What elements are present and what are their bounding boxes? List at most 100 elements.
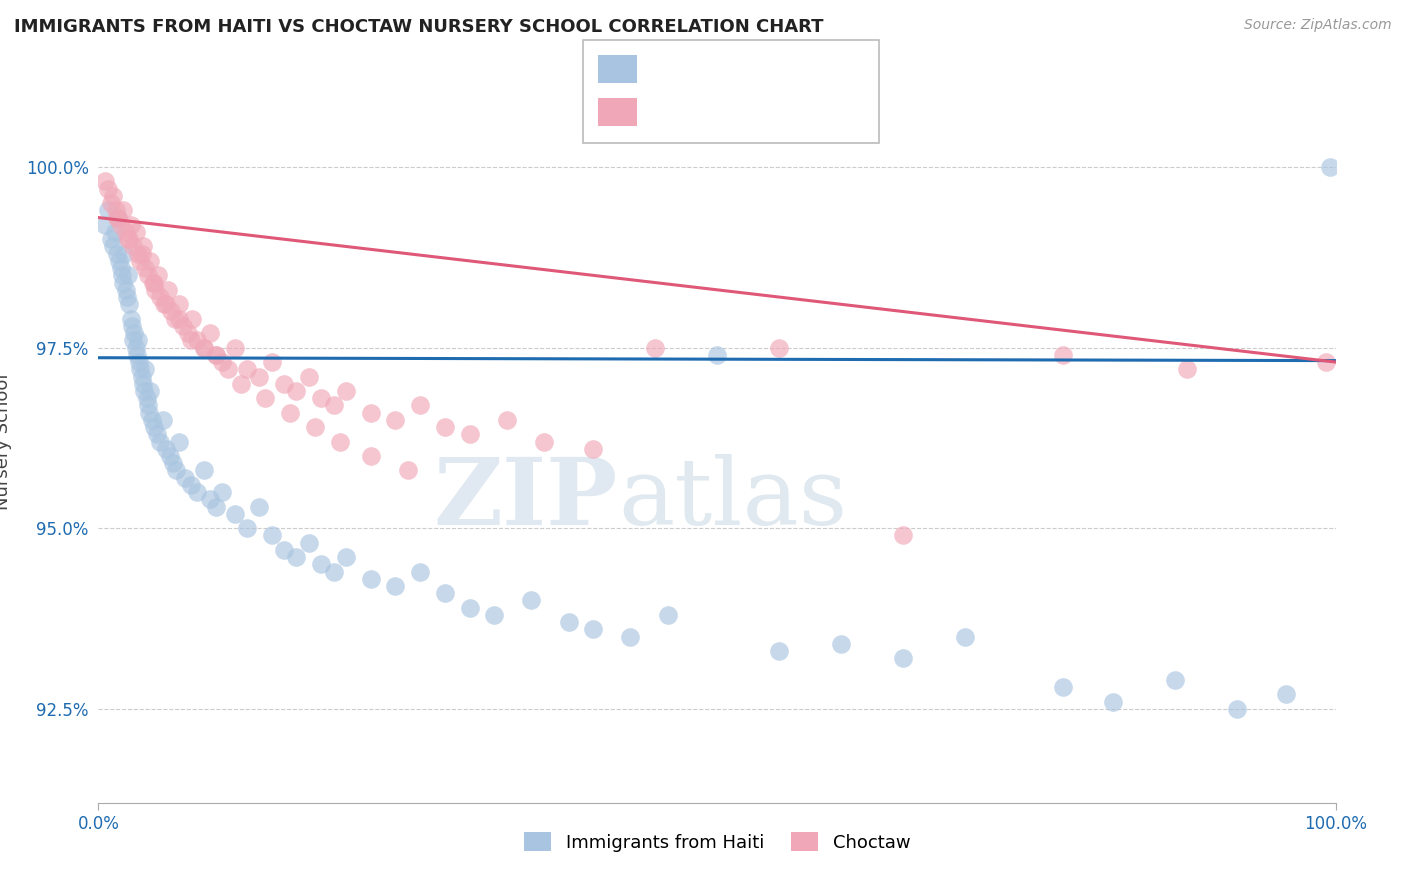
Point <box>384 413 406 427</box>
Point <box>329 434 352 449</box>
Bar <box>599 54 637 83</box>
Point <box>112 276 135 290</box>
Point <box>132 376 155 391</box>
Point <box>153 297 176 311</box>
Point <box>143 283 166 297</box>
Point <box>134 384 156 398</box>
Point <box>181 311 204 326</box>
Point <box>1052 348 1074 362</box>
Point <box>285 550 308 565</box>
Point <box>891 528 914 542</box>
Point <box>128 355 150 369</box>
Point <box>110 218 132 232</box>
Point <box>322 399 344 413</box>
Point <box>107 211 129 225</box>
Point <box>304 420 326 434</box>
Point <box>159 449 181 463</box>
Point <box>108 254 131 268</box>
Point <box>1226 702 1249 716</box>
Point <box>121 318 143 333</box>
Point <box>174 471 197 485</box>
Point <box>211 355 233 369</box>
Point <box>322 565 344 579</box>
Y-axis label: Nursery School: Nursery School <box>0 373 11 510</box>
Point <box>409 399 432 413</box>
Point <box>93 174 115 188</box>
Point <box>298 535 321 549</box>
Point <box>533 434 555 449</box>
Point <box>93 218 115 232</box>
Point <box>103 189 125 203</box>
Point <box>706 348 728 362</box>
Point <box>768 341 790 355</box>
Point <box>309 391 332 405</box>
Point <box>156 283 179 297</box>
Point <box>155 442 177 456</box>
Point <box>97 182 120 196</box>
Point <box>124 341 146 355</box>
Text: ZIP: ZIP <box>434 454 619 544</box>
Point <box>1319 160 1341 174</box>
Text: Source: ZipAtlas.com: Source: ZipAtlas.com <box>1244 18 1392 32</box>
Point <box>278 406 301 420</box>
Point <box>273 543 295 558</box>
Point <box>103 225 125 239</box>
Point <box>644 341 666 355</box>
Point <box>139 384 162 398</box>
Point <box>120 311 142 326</box>
Text: R = 0.004   N = 82: R = 0.004 N = 82 <box>648 60 806 78</box>
Point <box>135 391 157 405</box>
Point <box>458 427 481 442</box>
Point <box>495 413 517 427</box>
Point <box>298 369 321 384</box>
Point <box>149 290 172 304</box>
Point <box>1175 362 1198 376</box>
Point <box>172 318 194 333</box>
Point <box>165 463 187 477</box>
Point <box>146 268 169 283</box>
Point <box>254 391 277 405</box>
Point <box>152 413 174 427</box>
Text: IMMIGRANTS FROM HAITI VS CHOCTAW NURSERY SCHOOL CORRELATION CHART: IMMIGRANTS FROM HAITI VS CHOCTAW NURSERY… <box>14 18 824 36</box>
Point <box>205 500 228 514</box>
Point <box>131 246 153 260</box>
Point <box>132 239 155 253</box>
Point <box>100 196 122 211</box>
Point <box>117 232 139 246</box>
Point <box>193 463 215 477</box>
Point <box>124 326 146 341</box>
Point <box>127 334 149 348</box>
Point <box>360 449 382 463</box>
Point <box>360 572 382 586</box>
Point <box>657 607 679 622</box>
Point <box>167 434 190 449</box>
Point <box>205 348 228 362</box>
Point <box>186 485 208 500</box>
Point <box>1102 695 1125 709</box>
Point <box>141 413 163 427</box>
Point <box>155 297 177 311</box>
Point <box>217 362 239 376</box>
Point <box>557 615 579 630</box>
Point <box>180 478 202 492</box>
Point <box>136 268 159 283</box>
Point <box>167 311 190 326</box>
Point <box>165 311 187 326</box>
Point <box>1164 673 1187 687</box>
Point <box>107 211 129 225</box>
Point <box>105 211 128 225</box>
Point <box>122 334 145 348</box>
Point <box>134 261 156 276</box>
Point <box>260 528 283 542</box>
Point <box>145 427 167 442</box>
Point <box>1275 688 1298 702</box>
Point <box>273 376 295 391</box>
Point <box>118 232 141 246</box>
Point <box>236 521 259 535</box>
Point <box>162 456 184 470</box>
Point <box>198 326 221 341</box>
Point <box>125 348 148 362</box>
Point <box>176 326 198 341</box>
Point <box>619 630 641 644</box>
Point <box>117 268 139 283</box>
